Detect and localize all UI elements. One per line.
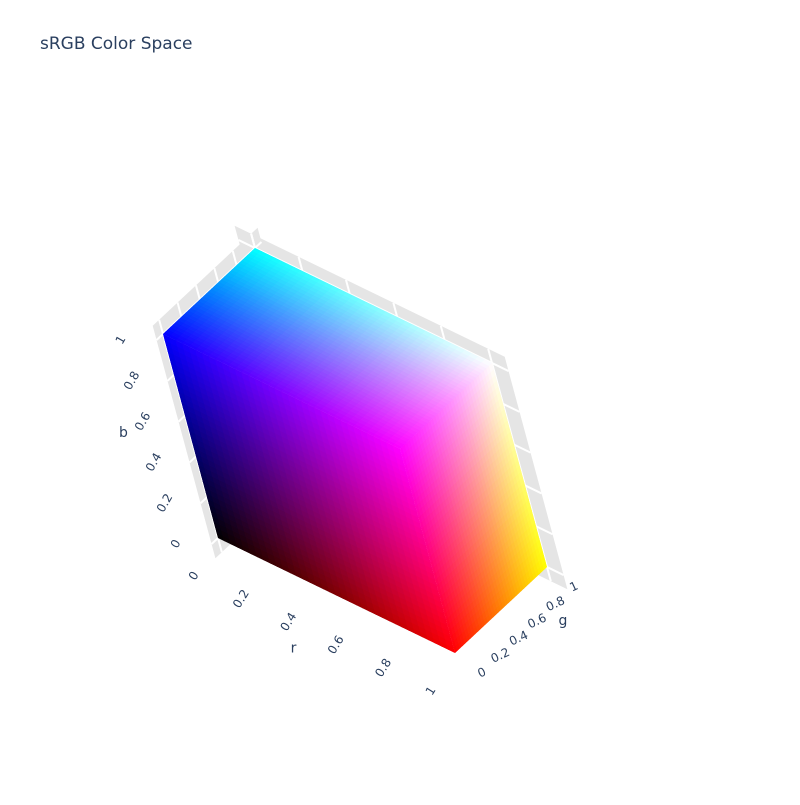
g-tick-label: 0.2 xyxy=(489,645,512,666)
b-tick-label: 0.8 xyxy=(121,369,143,393)
g-tick-label: 0 xyxy=(475,665,488,681)
r-tick-label: 0.6 xyxy=(325,633,347,657)
face-g0 xyxy=(163,334,455,653)
g-tick-label: 0.6 xyxy=(525,611,548,632)
r-tick-label: 0.4 xyxy=(277,610,299,634)
r-tick-label: 0.8 xyxy=(372,656,394,680)
chart-title: sRGB Color Space xyxy=(40,34,193,54)
b-tick-label: 0.6 xyxy=(132,410,154,434)
b-tick-label: 0.2 xyxy=(154,491,176,515)
face-b1 xyxy=(163,248,492,449)
g-tick-label: 0.8 xyxy=(544,593,567,614)
r-tick-label: 0.2 xyxy=(230,587,252,611)
g-axis-title: g xyxy=(559,613,568,629)
b-tick-label: 1 xyxy=(113,333,129,347)
b-axis-title: b xyxy=(119,425,128,441)
r-tick-label: 1 xyxy=(423,684,439,698)
g-tick-label: 1 xyxy=(567,579,580,595)
r-tick-label: 0 xyxy=(186,569,202,583)
g-tick-label: 0.4 xyxy=(507,628,530,649)
b-tick-label: 0.4 xyxy=(143,450,165,474)
face-r1 xyxy=(400,363,547,653)
b-tick-label: 0 xyxy=(168,537,184,551)
r-axis-title: r xyxy=(291,641,297,657)
color-cube xyxy=(163,248,547,653)
